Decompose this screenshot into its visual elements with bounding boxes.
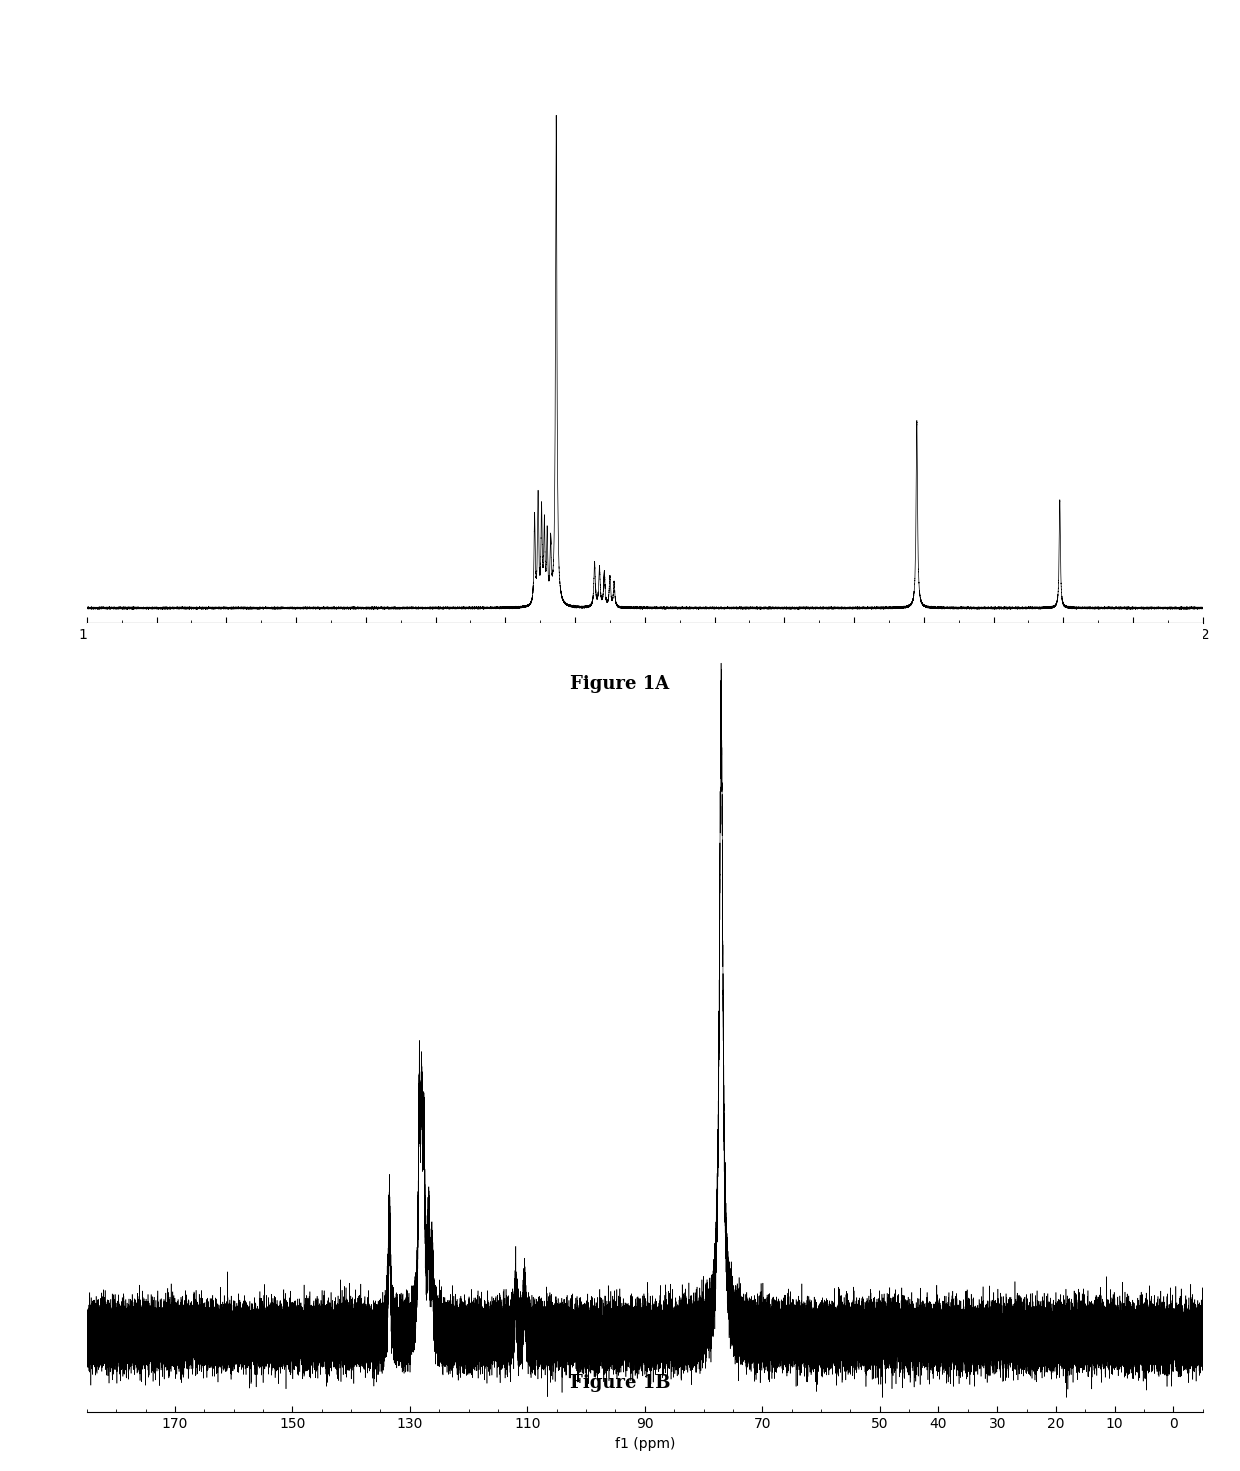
Text: Figure 1B: Figure 1B	[569, 1374, 671, 1392]
Text: Figure 1A: Figure 1A	[570, 675, 670, 693]
X-axis label: f1 (ppm): f1 (ppm)	[615, 647, 675, 660]
X-axis label: f1 (ppm): f1 (ppm)	[615, 1437, 675, 1450]
